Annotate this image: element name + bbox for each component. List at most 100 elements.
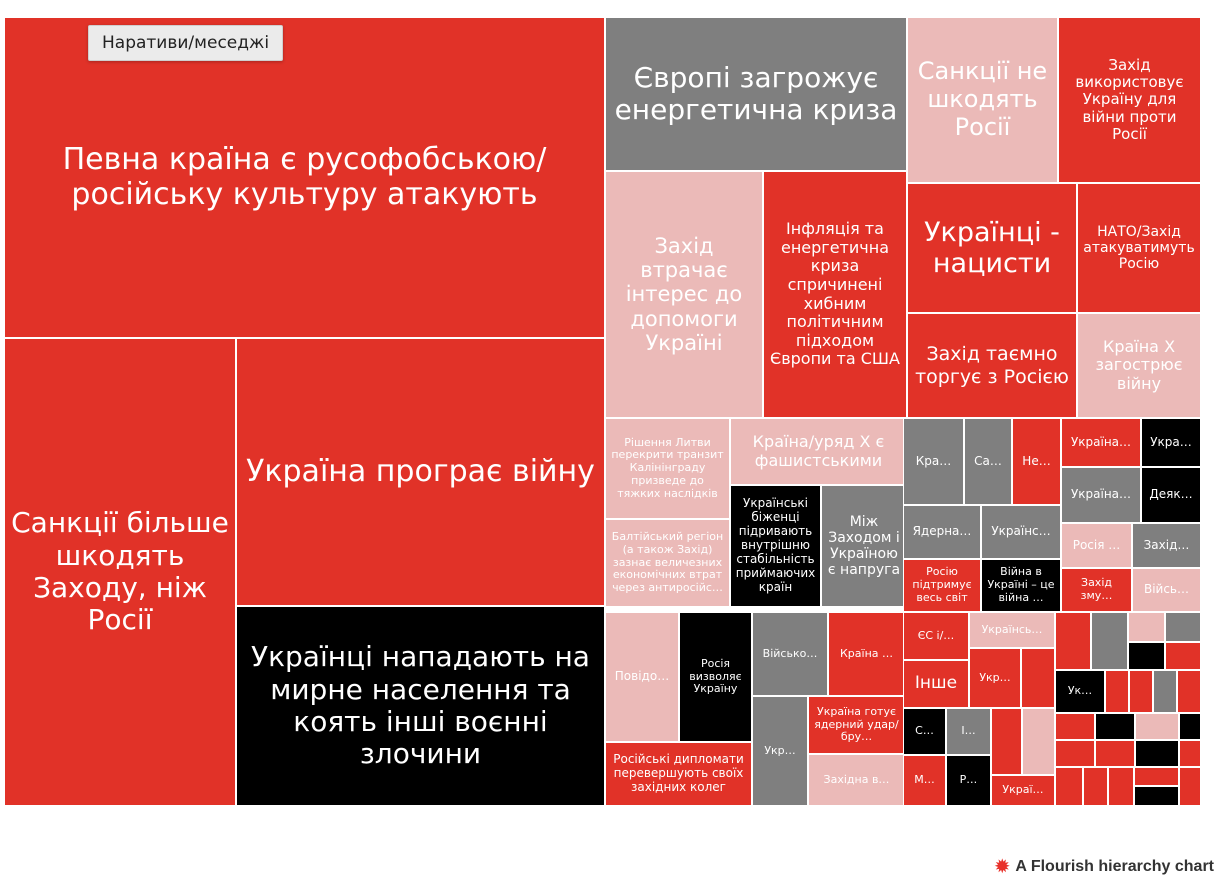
treemap-tile[interactable]: [1095, 713, 1135, 740]
treemap-tile[interactable]: Са…: [964, 418, 1012, 505]
treemap-tile-label: Ук…: [1067, 684, 1093, 698]
treemap-tile[interactable]: Українс…: [981, 505, 1061, 559]
treemap-tile[interactable]: Балтійський регіон (а також Захід) зазна…: [605, 519, 730, 607]
treemap-tile[interactable]: [1108, 767, 1134, 806]
treemap-tile-label: Балтійський регіон (а також Захід) зазна…: [611, 530, 724, 595]
treemap-tile[interactable]: [1153, 670, 1177, 713]
treemap-tile[interactable]: Війсь…: [1132, 568, 1201, 612]
treemap-tile[interactable]: [1095, 740, 1135, 767]
treemap-tile[interactable]: Західна в…: [808, 754, 905, 806]
treemap-tile[interactable]: [1134, 767, 1179, 786]
treemap-tile[interactable]: Захід…: [1132, 523, 1201, 568]
treemap-tile[interactable]: Захід втрачає інтерес до допомоги Україн…: [605, 171, 763, 418]
treemap-tile[interactable]: Інше: [903, 660, 969, 708]
treemap-tile-label: Укра…: [1150, 434, 1192, 449]
treemap-tile-label: Захід використовує Україну для війни про…: [1075, 55, 1184, 144]
treemap-tile[interactable]: [1021, 648, 1055, 708]
treemap-tile[interactable]: С…: [903, 708, 946, 755]
treemap-tile-label: Укр…: [979, 670, 1011, 684]
treemap-tile[interactable]: [1055, 740, 1095, 767]
treemap-tile[interactable]: Україна програє війну: [236, 338, 605, 606]
treemap-tile-label: Українські біженці підривають внутрішню …: [735, 496, 816, 594]
treemap-tile[interactable]: Країна/уряд X є фашистськими: [730, 418, 907, 485]
treemap-tile[interactable]: Українці - нацисти: [907, 183, 1077, 313]
treemap-tile-label: НАТО/Захід атакуватимуть Росію: [1083, 223, 1195, 273]
treemap-tile-label: М…: [914, 773, 935, 787]
treemap-tile[interactable]: Війна в Україні – це війна …: [981, 559, 1061, 612]
treemap-tile-label: Санкції не шкодять Росії: [917, 57, 1048, 141]
treemap-tile[interactable]: [1135, 713, 1179, 740]
treemap-tile[interactable]: Військо…: [752, 612, 828, 696]
treemap-tile[interactable]: [1134, 786, 1179, 806]
treemap-tile[interactable]: Повідо…: [605, 612, 679, 742]
treemap-tile-label: Україна…: [1070, 434, 1132, 449]
treemap-tile[interactable]: Росія …: [1061, 523, 1132, 568]
treemap-tile[interactable]: [1129, 670, 1153, 713]
treemap-tile[interactable]: Країна X загострює війну: [1077, 313, 1201, 418]
treemap-tile[interactable]: Українські біженці підривають внутрішню …: [730, 485, 821, 607]
treemap-tile[interactable]: [1165, 642, 1201, 670]
treemap-tile[interactable]: Крa…: [903, 418, 964, 505]
treemap-tile[interactable]: Між Заходом і Україною є напруга: [821, 485, 907, 607]
treemap-tile[interactable]: Украї…: [991, 775, 1055, 806]
treemap-tile[interactable]: [1128, 612, 1165, 642]
treemap-tile[interactable]: ЄС і/…: [903, 612, 969, 660]
treemap-tile-label: Захід…: [1143, 537, 1190, 552]
treemap-tile[interactable]: [1177, 670, 1201, 713]
treemap-tile[interactable]: Рішення Литви перекрити транзит Калінінг…: [605, 418, 730, 519]
treemap-tile-label: Рішення Литви перекрити транзит Калінінг…: [611, 435, 724, 500]
treemap-tile[interactable]: Укр…: [752, 696, 808, 806]
treemap-tile[interactable]: [991, 708, 1022, 775]
treemap-tile[interactable]: Ядерна…: [903, 505, 981, 559]
treemap-tile[interactable]: Росія визволяє Україну: [679, 612, 752, 742]
treemap-tile[interactable]: [1165, 612, 1201, 642]
treemap-tile[interactable]: Російські дипломати перевершують своїх з…: [605, 742, 752, 806]
treemap-tile[interactable]: Ук…: [1055, 670, 1105, 713]
treemap-tile[interactable]: Україна…: [1061, 418, 1141, 467]
treemap-tile[interactable]: Укра…: [1141, 418, 1201, 467]
treemap-tile[interactable]: Р…: [946, 755, 991, 806]
treemap-tile[interactable]: Не…: [1012, 418, 1061, 505]
treemap-tile[interactable]: Україна готує ядерний удар/бру…: [808, 696, 905, 754]
treemap-tile[interactable]: НАТО/Захід атакуватимуть Росію: [1077, 183, 1201, 313]
treemap-tile[interactable]: Санкції не шкодять Росії: [907, 17, 1058, 183]
flourish-credit[interactable]: ✹ A Flourish hierarchy chart: [995, 856, 1214, 878]
treemap-tile[interactable]: [1055, 713, 1095, 740]
treemap-tile-label: Війсь…: [1143, 582, 1190, 597]
treemap-tile[interactable]: [1179, 767, 1201, 806]
treemap-tile[interactable]: М…: [903, 755, 946, 806]
treemap-tile[interactable]: [1055, 767, 1083, 806]
treemap-tile[interactable]: Росію підтримує весь світ: [903, 559, 981, 612]
treemap-tile[interactable]: Певна країна є русофобською/російську ку…: [4, 17, 605, 338]
treemap-tile[interactable]: Україна…: [1061, 467, 1141, 523]
treemap-tile-label: Крa…: [915, 453, 952, 468]
treemap-tile[interactable]: Інфляція та енергетична криза спричинені…: [763, 171, 907, 418]
treemap-tile[interactable]: [1083, 767, 1108, 806]
treemap-tile[interactable]: Європі загрожує енергетична криза: [605, 17, 907, 171]
treemap-tile-label: Деяк…: [1149, 487, 1193, 502]
treemap-tile-label: Росія …: [1072, 537, 1121, 552]
treemap-tile[interactable]: [1091, 612, 1128, 670]
treemap-tile[interactable]: [1105, 670, 1129, 713]
treemap-tile[interactable]: Захід таємно торгує з Росією: [907, 313, 1077, 418]
treemap-tile[interactable]: Захід зму…: [1061, 568, 1132, 612]
treemap-tile[interactable]: [1179, 740, 1201, 767]
narratives-filter-tag[interactable]: Наративи/меседжі: [88, 25, 284, 61]
treemap-tile[interactable]: Українці нападають на мирне населення та…: [236, 606, 605, 806]
treemap-tile-label: Війна в Україні – це війна …: [987, 565, 1055, 604]
treemap-tile[interactable]: [1179, 713, 1201, 740]
treemap-tile[interactable]: [1135, 740, 1179, 767]
treemap-tile[interactable]: Захід використовує Україну для війни про…: [1058, 17, 1201, 183]
treemap-tile[interactable]: І…: [946, 708, 991, 755]
treemap-tile[interactable]: Країна …: [828, 612, 905, 696]
treemap-tile[interactable]: Санкції більше шкодять Заходу, ніж Росії: [4, 338, 236, 806]
treemap-tile[interactable]: Українсь…: [969, 612, 1055, 648]
treemap-tile[interactable]: [1055, 612, 1091, 670]
treemap-tile[interactable]: [1022, 708, 1055, 775]
treemap-tile-label: Країна X загострює війну: [1095, 336, 1183, 393]
treemap-tile[interactable]: Деяк…: [1141, 467, 1201, 523]
treemap-tile[interactable]: Укр…: [969, 648, 1021, 708]
treemap-tile-label: Захід зму…: [1080, 576, 1113, 602]
treemap-tile-label: С…: [915, 724, 934, 738]
treemap-tile[interactable]: [1128, 642, 1165, 670]
